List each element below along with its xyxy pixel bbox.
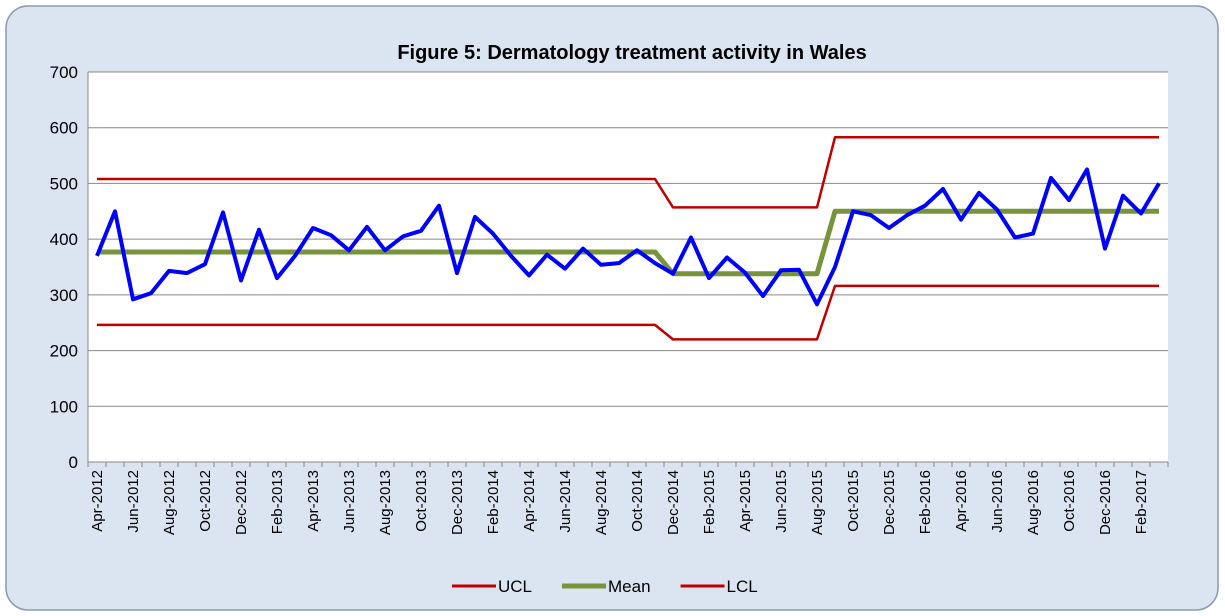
y-tick-label: 100 — [50, 397, 78, 416]
x-tick-label: Aug-2015 — [809, 470, 826, 535]
y-tick-label: 300 — [50, 286, 78, 305]
x-tick-label: Feb-2016 — [917, 470, 934, 534]
legend-label: LCL — [727, 577, 758, 596]
x-tick-label: Feb-2014 — [485, 470, 502, 534]
series-line — [97, 284, 1159, 341]
x-tick-label: Apr-2016 — [953, 470, 970, 532]
series-line — [95, 167, 1161, 307]
y-tick-label: 600 — [50, 119, 78, 138]
x-tick-label: Apr-2015 — [737, 470, 754, 532]
x-tick-label: Aug-2013 — [377, 470, 394, 535]
x-tick-label: Oct-2016 — [1061, 470, 1078, 532]
x-tick-label: Dec-2012 — [233, 470, 250, 535]
x-tick-label: Jun-2013 — [341, 470, 358, 533]
series-line — [97, 208, 1159, 277]
x-tick-label: Jun-2014 — [557, 470, 574, 533]
x-tick-label: Dec-2014 — [665, 470, 682, 535]
x-tick-label: Oct-2013 — [413, 470, 430, 532]
y-tick-label: 700 — [50, 63, 78, 82]
x-tick-label: Apr-2013 — [305, 470, 322, 532]
y-tick-label: 0 — [69, 453, 78, 472]
series-line — [97, 135, 1159, 209]
x-tick-label: Dec-2016 — [1097, 470, 1114, 535]
x-tick-label: Feb-2015 — [701, 470, 718, 534]
legend-label: UCL — [498, 577, 532, 596]
x-tick-label: Aug-2016 — [1025, 470, 1042, 535]
y-tick-label: 400 — [50, 230, 78, 249]
x-tick-label: Aug-2012 — [161, 470, 178, 535]
x-tick-label: Oct-2014 — [629, 470, 646, 532]
x-tick-label: Feb-2017 — [1133, 470, 1150, 534]
x-tick-label: Jun-2016 — [989, 470, 1006, 533]
chart-title: Figure 5: Dermatology treatment activity… — [397, 42, 866, 64]
x-tick-label: Jun-2015 — [773, 470, 790, 533]
y-tick-label: 200 — [50, 342, 78, 361]
x-tick-label: Aug-2014 — [593, 470, 610, 535]
x-tick-label: Oct-2012 — [197, 470, 214, 532]
legend-label: Mean — [608, 577, 651, 596]
x-tick-label: Oct-2015 — [845, 470, 862, 532]
x-tick-label: Apr-2014 — [521, 470, 538, 532]
x-tick-label: Apr-2012 — [89, 470, 106, 532]
x-tick-label: Jun-2012 — [125, 470, 142, 533]
x-tick-label: Dec-2013 — [449, 470, 466, 535]
y-tick-label: 500 — [50, 174, 78, 193]
x-tick-label: Feb-2013 — [269, 470, 286, 534]
x-tick-label: Dec-2015 — [881, 470, 898, 535]
plot-area — [88, 72, 1168, 462]
